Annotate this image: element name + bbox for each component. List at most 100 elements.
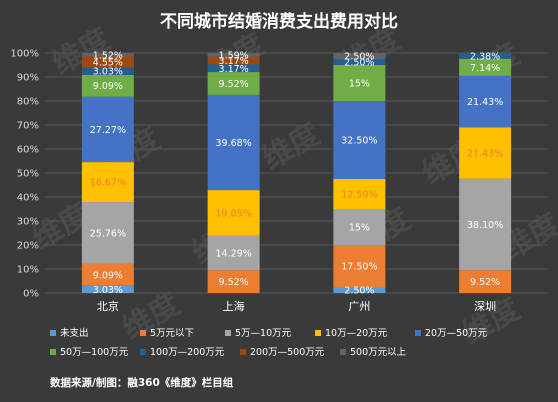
data-source-note: 数据来源/制图：融360《维度》栏目组 [49,376,234,389]
y-tick-label: 70% [17,121,39,132]
bar-segment [207,235,260,271]
bar-segment [81,56,134,68]
legend-swatch [240,349,246,355]
data-label: 9.09% [93,270,123,281]
data-label: 19.05% [216,208,252,219]
data-label: 2.50% [344,52,374,63]
data-label: 14.29% [216,249,252,260]
bar-segment [333,179,386,209]
bar-segment [459,75,512,128]
bar-segment [81,202,134,264]
legend-swatch [50,330,56,336]
bar-segment [459,270,512,293]
bar-segment [333,65,386,101]
data-label: 9.52% [219,277,249,288]
legend-label: 200万—500万元 [250,347,325,358]
legend-label: 500万元以上 [350,347,407,358]
y-tick-label: 30% [17,217,39,228]
bar-segment [81,162,134,203]
legend-label: 5万元以下 [150,328,194,339]
data-label: 3.03% [93,285,123,296]
data-label: 15% [349,223,370,234]
legend-swatch [315,330,321,336]
data-label: 21.43% [467,148,503,159]
data-label: 3.03% [93,67,123,78]
y-tick-label: 60% [17,145,39,156]
bar-segment [81,263,134,286]
legend-swatch [225,330,231,336]
bar-segment [81,67,134,75]
bar-segment [81,96,134,163]
legend-swatch [415,330,421,336]
data-label: 3.17% [219,56,249,67]
data-label: 2.50% [344,286,374,297]
data-label: 1.52% [93,50,123,61]
bar-segment [333,287,386,293]
y-tick-label: 80% [17,97,39,108]
bar-segment [459,58,512,76]
data-label: 2.38% [470,51,500,62]
chart-title: 不同城市结婚消费支出费用对比 [160,11,398,32]
category-label: 北京 [97,299,119,313]
bar-segment [207,190,260,236]
bar-segment [81,74,134,97]
legend-swatch [140,349,146,355]
legend-swatch [340,349,346,355]
y-tick-label: 100% [10,49,39,60]
data-label: 16.67% [90,178,126,189]
data-label: 21.43% [467,97,503,108]
data-label: 38.10% [467,220,503,231]
bar-segment [207,53,260,57]
y-tick-label: 90% [17,73,39,84]
data-label: 12.50% [341,190,377,201]
bar-segment [333,209,386,245]
bar-segment [207,64,260,73]
data-label: 9.52% [470,277,500,288]
y-tick-label: 50% [17,169,39,180]
legend-label: 5万—10万元 [235,328,292,339]
category-label: 深圳 [474,300,496,313]
legend-swatch [140,330,146,336]
bar-segment [207,270,260,293]
watermark-text: 维度 [257,117,326,177]
data-label: 17.50% [341,262,377,273]
data-label: 27.27% [90,125,126,136]
bar-segment [459,178,512,271]
bar-segment [333,245,386,287]
data-label: 9.09% [93,81,123,92]
bar-segment [459,53,512,59]
data-label: 9.52% [219,79,249,90]
legend-label: 50万—100万元 [60,347,129,358]
bar-segment [333,101,386,179]
data-label: 32.50% [341,136,377,147]
data-label: 15% [349,79,370,90]
bar-segment [81,52,134,57]
legend-swatch [50,349,56,355]
data-label: 4.55% [93,58,123,69]
bar-segment [207,94,260,191]
category-label: 上海 [223,299,245,313]
data-label: 39.68% [216,138,252,149]
data-label: 1.59% [219,50,249,61]
data-label: 2.50% [344,58,374,69]
bar-segment [459,127,512,179]
category-label: 广州 [348,300,370,313]
legend-label: 100万—200万元 [150,347,225,358]
bar-segment [333,59,386,65]
y-tick-label: 0% [23,289,39,300]
bar-segment [81,285,134,293]
y-tick-label: 20% [17,241,39,252]
bar-segment [207,72,260,95]
y-tick-label: 40% [17,193,39,204]
data-label: 3.17% [219,64,249,75]
y-tick-label: 10% [17,265,39,276]
legend-label: 20万—50万元 [425,328,488,339]
legend-label: 未支出 [60,327,89,339]
bar-segment [207,56,260,65]
bar-segment [333,53,386,59]
legend-label: 10万—20万元 [325,328,388,339]
data-label: 25.76% [90,229,126,240]
data-label: 7.14% [470,63,500,74]
